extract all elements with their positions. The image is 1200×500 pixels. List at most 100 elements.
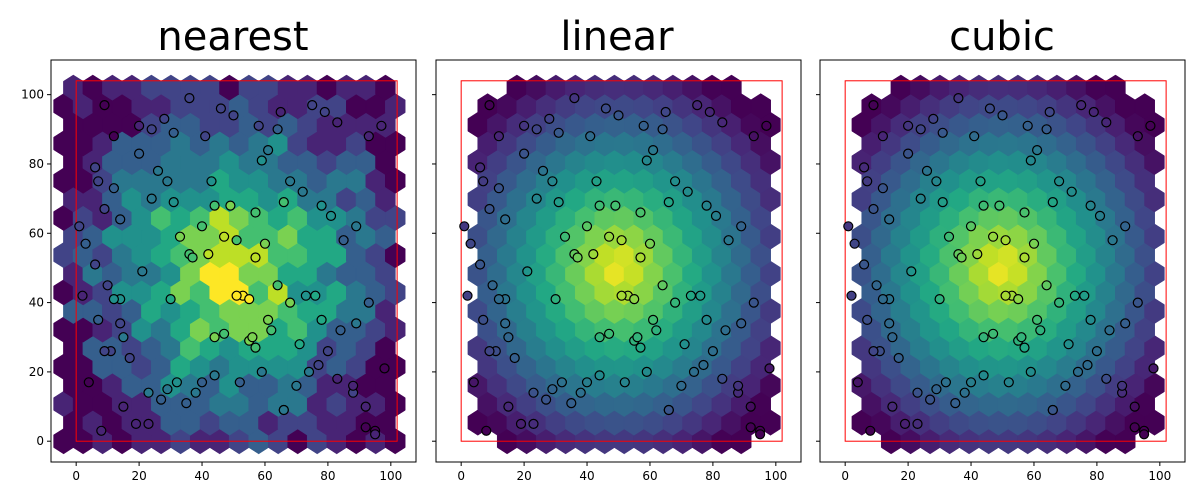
data-point bbox=[335, 325, 346, 336]
data-point bbox=[348, 380, 359, 391]
hexbin-cell bbox=[750, 93, 771, 120]
data-point bbox=[1047, 404, 1058, 416]
data-point bbox=[657, 280, 668, 291]
data-point bbox=[376, 120, 387, 131]
data-point bbox=[581, 377, 593, 388]
data-point bbox=[515, 418, 527, 429]
x-tick-label: 60 bbox=[257, 469, 272, 483]
data-point bbox=[877, 131, 889, 142]
data-point bbox=[1019, 342, 1030, 353]
data-point bbox=[285, 297, 296, 308]
x-tick-label: 20 bbox=[131, 469, 146, 483]
data-point bbox=[1132, 131, 1143, 142]
data-point bbox=[635, 252, 646, 263]
hexbin-cells bbox=[467, 74, 781, 455]
x-tick-label: 20 bbox=[900, 469, 915, 483]
data-point bbox=[1082, 359, 1093, 371]
data-point bbox=[613, 110, 624, 121]
data-point bbox=[190, 387, 201, 398]
data-point bbox=[685, 290, 697, 301]
data-point bbox=[1016, 332, 1027, 343]
data-point bbox=[591, 176, 602, 187]
data-point bbox=[701, 200, 712, 211]
data-point bbox=[168, 197, 179, 208]
sample-points bbox=[843, 92, 1159, 440]
data-point bbox=[987, 231, 999, 242]
data-point bbox=[272, 280, 283, 291]
data-point bbox=[994, 200, 1005, 211]
data-point bbox=[953, 92, 964, 104]
data-point bbox=[547, 176, 558, 187]
data-point bbox=[1025, 366, 1036, 377]
data-point bbox=[89, 162, 101, 173]
data-point bbox=[550, 294, 561, 305]
data-point bbox=[156, 394, 167, 405]
data-point bbox=[572, 252, 583, 263]
data-point bbox=[1003, 377, 1014, 388]
data-point bbox=[745, 422, 756, 433]
data-point bbox=[638, 120, 649, 131]
data-point bbox=[569, 92, 580, 104]
data-point bbox=[858, 162, 870, 173]
panel-linear: linear 0 20 40 60 80 100 bbox=[432, 14, 802, 483]
data-point bbox=[603, 231, 615, 242]
data-point bbox=[1116, 380, 1128, 391]
data-point bbox=[984, 103, 996, 114]
data-point bbox=[134, 120, 145, 131]
data-point bbox=[108, 294, 120, 305]
axes-frame bbox=[819, 59, 1186, 463]
data-point bbox=[351, 221, 362, 232]
data-point bbox=[503, 332, 514, 343]
data-point bbox=[1085, 314, 1096, 325]
data-point bbox=[641, 366, 652, 377]
data-point bbox=[209, 370, 220, 381]
data-point bbox=[143, 387, 154, 398]
data-point bbox=[115, 214, 126, 225]
data-point bbox=[1129, 401, 1140, 412]
data-point bbox=[1069, 290, 1081, 301]
hexbin-cells bbox=[53, 74, 406, 455]
data-point bbox=[937, 197, 948, 208]
data-point bbox=[200, 131, 211, 142]
data-point bbox=[531, 193, 542, 204]
data-point bbox=[997, 110, 1008, 121]
data-point bbox=[553, 127, 564, 138]
data-point bbox=[748, 297, 759, 308]
data-point bbox=[862, 176, 873, 187]
data-point bbox=[887, 332, 898, 343]
data-point bbox=[1000, 290, 1011, 301]
data-point bbox=[468, 377, 479, 388]
data-point bbox=[1088, 106, 1099, 118]
data-point bbox=[74, 221, 85, 232]
y-tick-label: 0 bbox=[36, 434, 44, 448]
x-tick-label: 40 bbox=[579, 469, 594, 483]
data-point bbox=[165, 294, 176, 305]
data-point bbox=[259, 238, 271, 249]
data-point bbox=[146, 124, 157, 135]
data-point bbox=[332, 373, 343, 384]
data-point bbox=[588, 249, 599, 260]
hexbin-cell bbox=[1134, 93, 1155, 120]
data-point bbox=[152, 165, 164, 176]
data-point bbox=[1091, 346, 1103, 357]
data-point bbox=[250, 207, 261, 218]
data-point bbox=[1063, 339, 1074, 350]
data-point bbox=[1104, 325, 1115, 336]
data-point bbox=[644, 238, 656, 249]
data-point bbox=[130, 418, 142, 429]
data-point bbox=[285, 176, 296, 187]
data-point bbox=[978, 332, 989, 343]
panel-cubic: cubic 0 20 40 60 80 100 bbox=[816, 14, 1186, 483]
data-point bbox=[1044, 106, 1055, 118]
y-tick-label: 60 bbox=[29, 226, 44, 240]
data-point bbox=[531, 124, 542, 135]
data-point bbox=[1079, 290, 1090, 301]
data-point bbox=[871, 280, 882, 291]
data-point bbox=[852, 377, 863, 388]
data-point bbox=[1107, 235, 1118, 246]
x-tick-label: 0 bbox=[841, 469, 849, 483]
data-point bbox=[475, 162, 486, 173]
data-point bbox=[663, 404, 674, 416]
data-point bbox=[93, 314, 104, 325]
